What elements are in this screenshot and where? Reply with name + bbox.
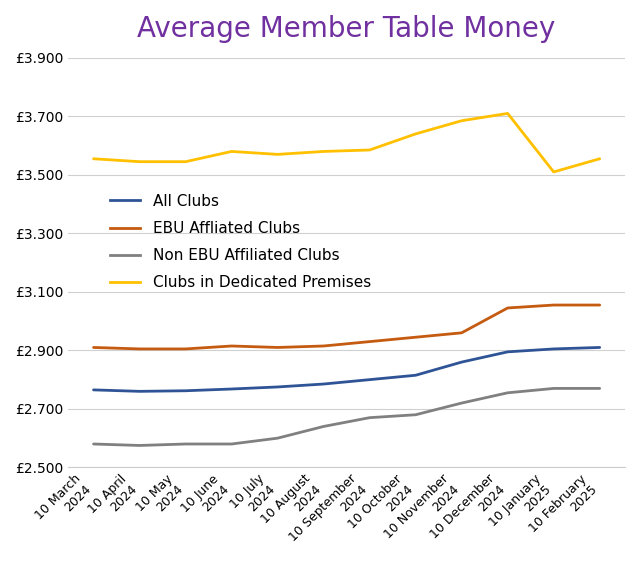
Line: EBU Affliated Clubs: EBU Affliated Clubs [93,305,600,349]
Non EBU Affiliated Clubs [320,423,328,430]
EBU Affliated Clubs [274,344,282,351]
All Clubs [228,385,236,392]
Non EBU Affiliated Clubs [596,385,604,392]
Legend: All Clubs, EBU Affliated Clubs, Non EBU Affiliated Clubs, Clubs in Dedicated Pre: All Clubs, EBU Affliated Clubs, Non EBU … [104,188,377,296]
Non EBU Affiliated Clubs [274,435,282,442]
All Clubs [136,388,143,395]
All Clubs [274,384,282,390]
All Clubs [458,359,465,365]
EBU Affliated Clubs [320,343,328,349]
Title: Average Member Table Money: Average Member Table Money [138,15,556,43]
EBU Affliated Clubs [90,344,97,351]
Line: All Clubs: All Clubs [93,348,600,392]
Clubs in Dedicated Premises [320,148,328,155]
All Clubs [182,388,189,394]
All Clubs [90,386,97,393]
Non EBU Affiliated Clubs [504,389,511,396]
All Clubs [550,345,557,352]
EBU Affliated Clubs [458,329,465,336]
All Clubs [412,372,419,378]
Non EBU Affiliated Clubs [550,385,557,392]
EBU Affliated Clubs [412,334,419,341]
All Clubs [504,348,511,355]
Clubs in Dedicated Premises [550,169,557,176]
Line: Clubs in Dedicated Premises: Clubs in Dedicated Premises [93,113,600,172]
Clubs in Dedicated Premises [412,131,419,137]
EBU Affliated Clubs [504,304,511,311]
Non EBU Affiliated Clubs [412,412,419,418]
EBU Affliated Clubs [182,345,189,352]
Non EBU Affiliated Clubs [228,441,236,447]
Line: Non EBU Affiliated Clubs: Non EBU Affiliated Clubs [93,388,600,446]
Clubs in Dedicated Premises [228,148,236,155]
EBU Affliated Clubs [228,343,236,349]
All Clubs [366,376,374,383]
EBU Affliated Clubs [550,302,557,308]
Clubs in Dedicated Premises [366,146,374,153]
EBU Affliated Clubs [366,338,374,345]
Non EBU Affiliated Clubs [366,414,374,421]
All Clubs [596,344,604,351]
Clubs in Dedicated Premises [136,158,143,165]
Non EBU Affiliated Clubs [90,441,97,447]
Clubs in Dedicated Premises [182,158,189,165]
EBU Affliated Clubs [596,302,604,308]
All Clubs [320,381,328,388]
Non EBU Affiliated Clubs [458,400,465,406]
Non EBU Affiliated Clubs [182,441,189,447]
Clubs in Dedicated Premises [504,110,511,117]
Clubs in Dedicated Premises [90,156,97,162]
Clubs in Dedicated Premises [274,151,282,158]
Clubs in Dedicated Premises [458,117,465,124]
Non EBU Affiliated Clubs [136,442,143,449]
EBU Affliated Clubs [136,345,143,352]
Clubs in Dedicated Premises [596,156,604,162]
